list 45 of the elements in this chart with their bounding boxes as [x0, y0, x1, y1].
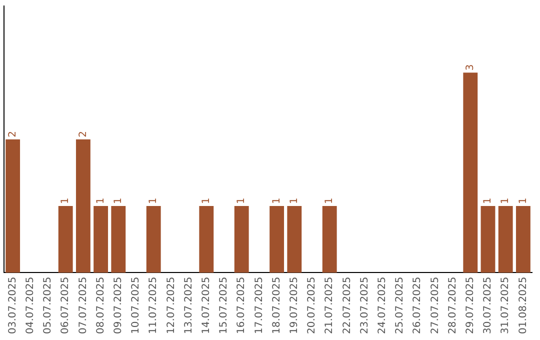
x-tick-label: 17.07.2025	[254, 276, 265, 334]
x-tick-label: 22.07.2025	[342, 276, 353, 334]
data-label: 1	[500, 198, 512, 204]
x-tick-label: 14.07.2025	[200, 276, 212, 334]
x-tick-label: 23.07.2025	[359, 276, 370, 334]
x-tick-label: 11.07.2025	[148, 276, 160, 334]
x-tick-label: 25.07.2025	[394, 276, 406, 334]
x-tick-label: 18.07.2025	[271, 276, 282, 334]
x-tick-label: 13.07.2025	[183, 276, 194, 334]
data-label: 1	[148, 198, 160, 204]
x-tick-label: 30.07.2025	[482, 276, 494, 334]
x-tick-label: 21.07.2025	[324, 276, 336, 334]
x-tick-label: 05.07.2025	[42, 276, 54, 334]
x-tick-label: 20.07.2025	[306, 276, 318, 334]
x-tick-label: 19.07.2025	[288, 276, 300, 334]
x-tick-label: 09.07.2025	[112, 276, 124, 334]
data-label: 1	[112, 198, 124, 204]
x-tick-label: 28.07.2025	[447, 276, 458, 334]
data-label: 2	[7, 130, 18, 138]
x-tick-label: 08.07.2025	[95, 276, 106, 334]
data-label: 1	[324, 198, 336, 204]
data-label: 2	[78, 130, 89, 138]
x-tick-label: 16.07.2025	[236, 276, 248, 334]
data-label: 1	[60, 198, 72, 204]
x-tick-label: 06.07.2025	[60, 276, 72, 334]
x-tick-label: 03.07.2025	[7, 276, 18, 334]
x-tick-label: 29.07.2025	[464, 276, 476, 334]
x-tick-label: 10.07.2025	[130, 276, 142, 334]
x-tick-label: 26.07.2025	[412, 276, 424, 334]
x-tick-label: 24.07.2025	[376, 276, 388, 334]
data-label: 1	[482, 198, 494, 204]
data-label: 1	[271, 198, 282, 204]
x-tick-label: 12.07.2025	[166, 276, 177, 334]
x-tick-label: 27.07.2025	[430, 276, 441, 334]
data-label: 1	[236, 198, 248, 204]
data-label: 1	[288, 198, 300, 204]
x-tick-label: 07.07.2025	[78, 276, 89, 334]
x-tick-label: 04.07.2025	[24, 276, 36, 334]
data-label: 1	[200, 198, 212, 204]
data-label: 1	[518, 198, 529, 204]
x-tick-label: 31.07.2025	[500, 276, 512, 334]
data-label: 3	[464, 64, 476, 71]
data-label: 1	[95, 198, 106, 204]
x-tick-label: 15.07.2025	[218, 276, 230, 334]
x-tick-label: 01.08.2025	[518, 276, 529, 334]
